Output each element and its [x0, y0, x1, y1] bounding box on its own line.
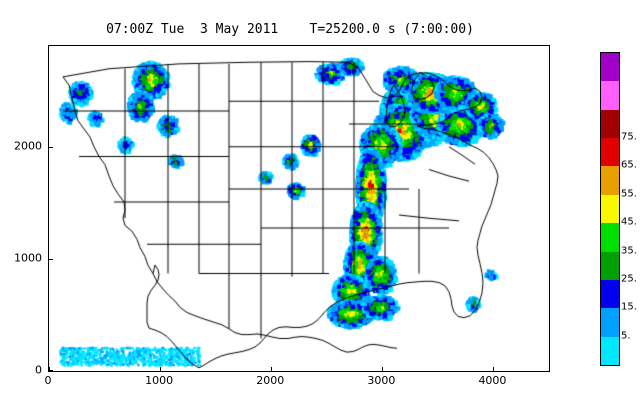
colorbar-band: [601, 81, 619, 110]
colorbar-tick-label: 65.: [621, 159, 637, 171]
colorbar-tick-label: 5.: [621, 330, 631, 342]
y-tick-label: 0: [35, 363, 42, 377]
x-tick-label: 2000: [256, 374, 285, 387]
x-tick: [271, 367, 273, 371]
x-tick: [160, 367, 162, 371]
x-tick-label: 0: [44, 374, 52, 387]
colorbar-tick-label: 15.: [621, 301, 637, 313]
plot-area: [48, 45, 550, 372]
colorbar-band: [601, 223, 619, 252]
colorbar-tick-label: 35.: [621, 245, 637, 257]
x-tick: [493, 367, 495, 371]
colorbar-band: [601, 53, 619, 82]
colorbar-tick-label: 25.: [621, 273, 637, 285]
colorbar-tick-label: 75.: [621, 131, 637, 143]
x-tick-label: 3000: [367, 374, 396, 387]
y-tick: [49, 370, 53, 371]
chart-title: 07:00Z Tue 3 May 2011 T=25200.0 s (7:00:…: [106, 22, 474, 37]
map-outline-layer: [49, 46, 549, 371]
colorbar-band: [601, 251, 619, 280]
y-tick-label: 2000: [14, 139, 42, 153]
colorbar-band: [601, 138, 619, 167]
colorbar-band: [601, 194, 619, 224]
x-tick: [382, 367, 384, 371]
y-tick-label: 1000: [14, 251, 42, 265]
x-tick-label: 1000: [145, 374, 174, 387]
colorbar: [600, 52, 620, 366]
colorbar-band: [601, 308, 619, 337]
colorbar-tick-label: 55.: [621, 188, 637, 200]
colorbar-tick-label: 45.: [621, 216, 637, 228]
x-tick: [49, 367, 50, 371]
y-tick: [49, 146, 53, 148]
colorbar-band: [601, 336, 619, 365]
y-tick: [49, 258, 53, 260]
x-tick-label: 4000: [478, 374, 507, 387]
colorbar-band: [601, 279, 619, 309]
colorbar-band: [601, 166, 619, 195]
colorbar-band: [601, 109, 619, 139]
